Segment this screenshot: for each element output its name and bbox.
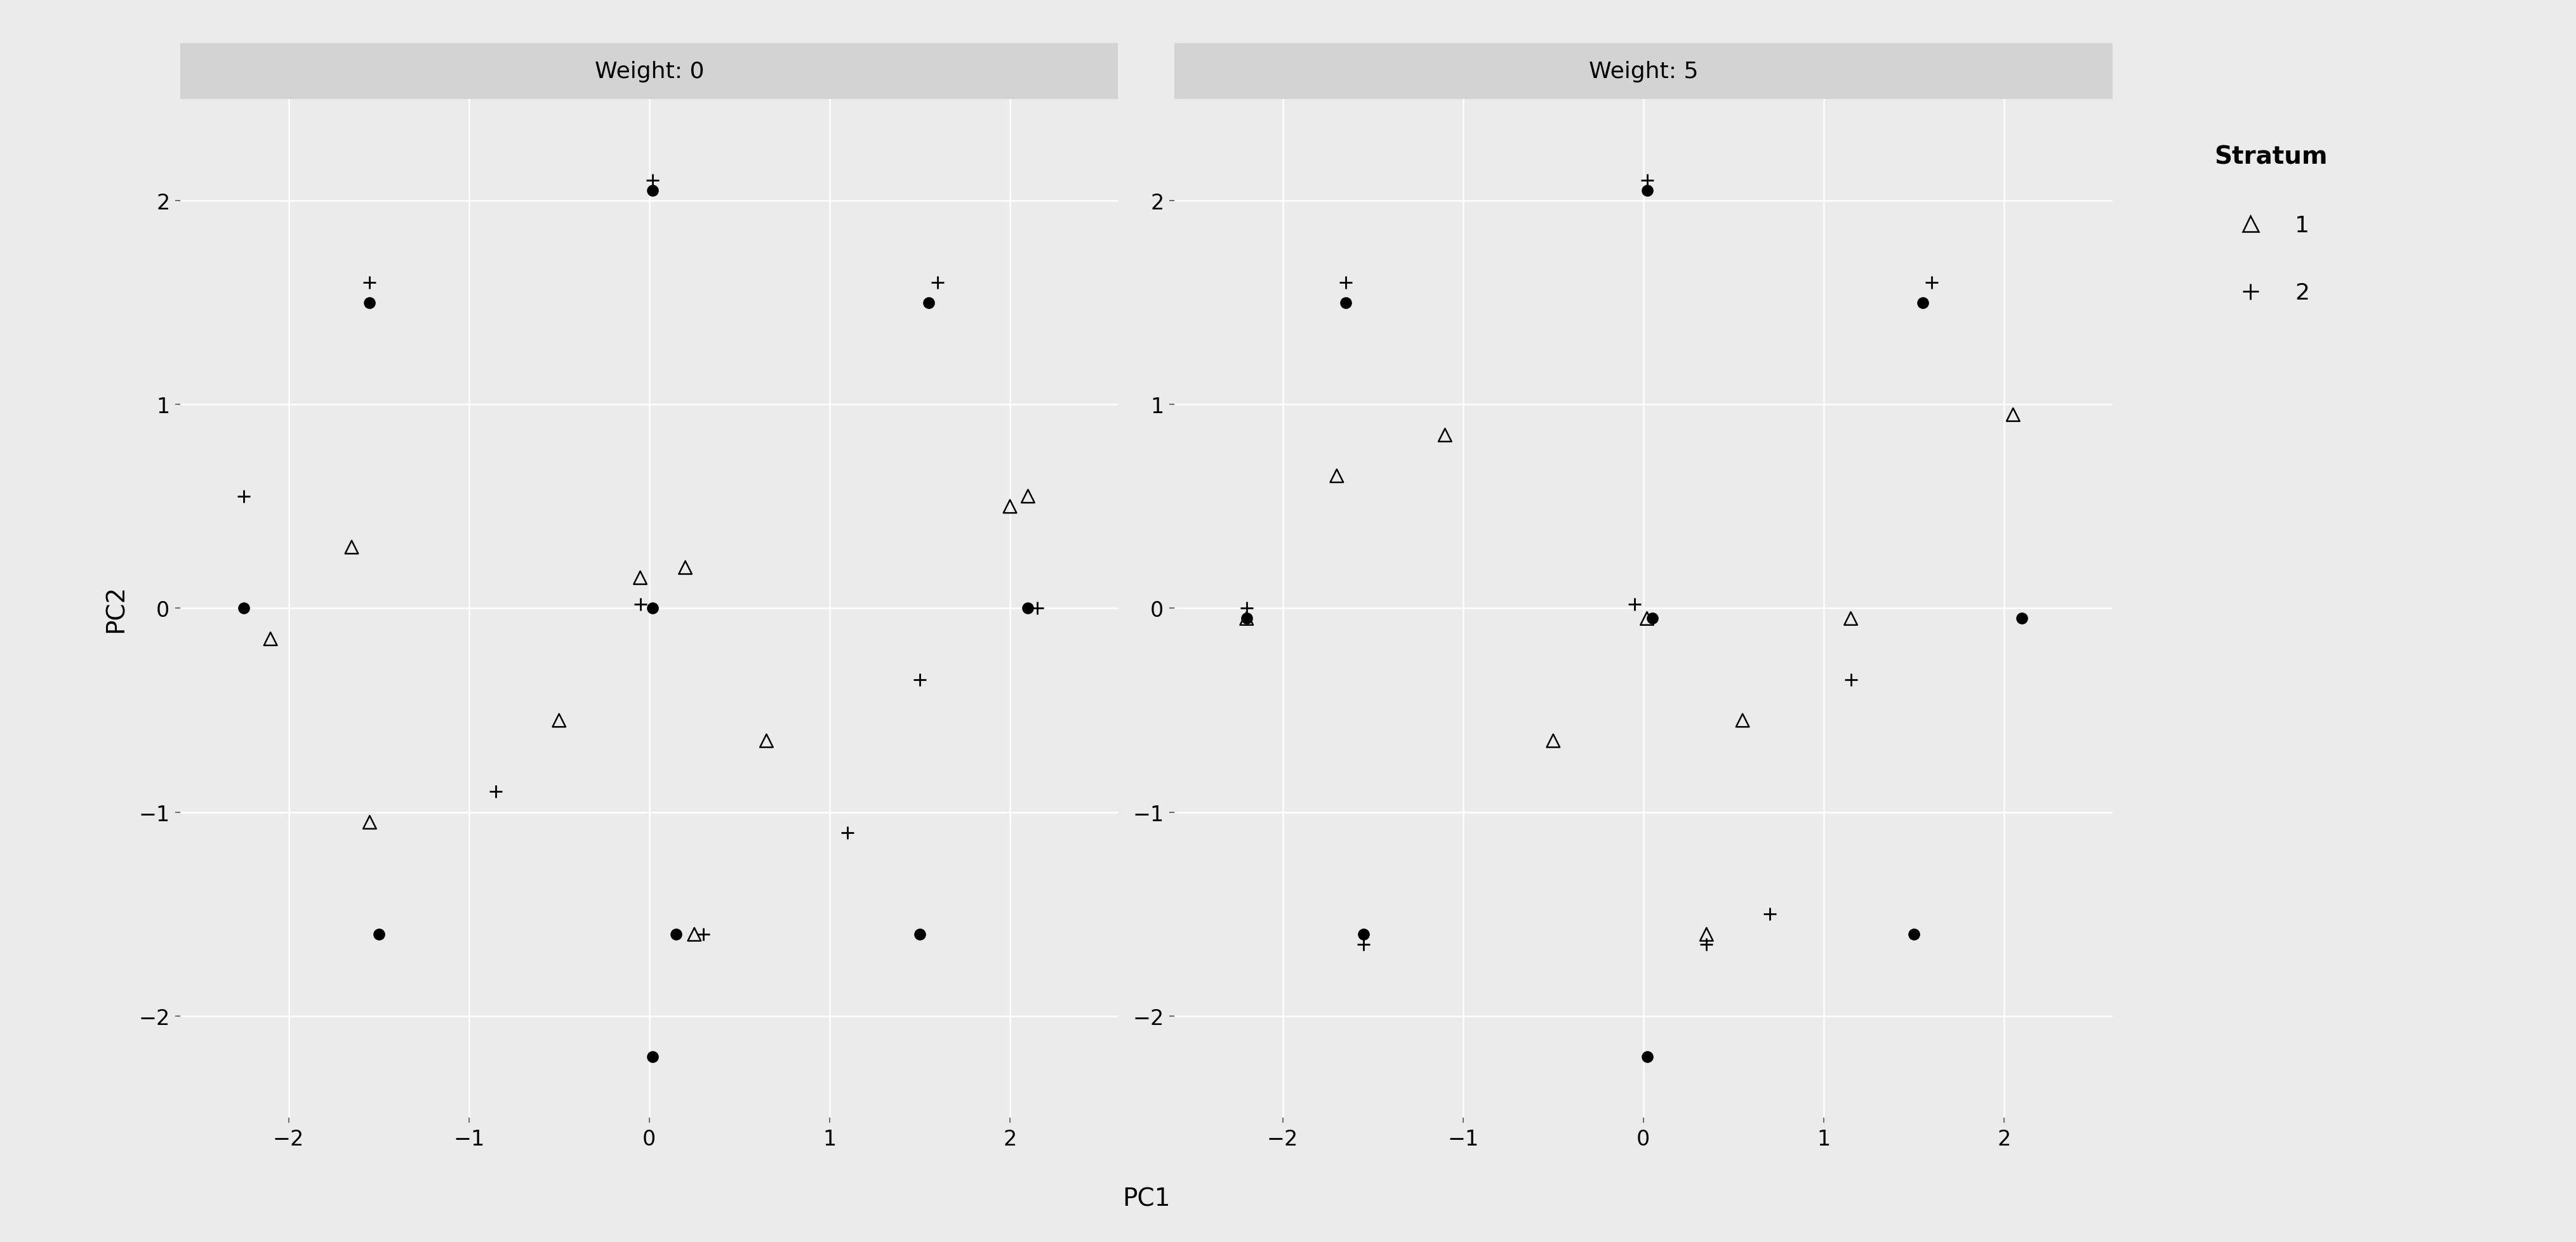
Point: [1226, 599, 1267, 619]
Point: [631, 171, 672, 191]
Point: [1226, 609, 1267, 628]
Point: [631, 181, 672, 201]
Point: [1007, 599, 1048, 619]
Text: Weight: 5: Weight: 5: [1589, 61, 1698, 82]
Point: [1324, 273, 1365, 293]
Text: Weight: 0: Weight: 0: [595, 61, 703, 82]
Point: [2002, 609, 2043, 628]
Point: [989, 497, 1030, 517]
Point: [675, 924, 716, 944]
Point: [1625, 1047, 1667, 1067]
Point: [538, 710, 580, 730]
Point: [1991, 405, 2032, 425]
Text: PC1: PC1: [1123, 1186, 1170, 1211]
Point: [1342, 935, 1383, 955]
Point: [1625, 609, 1667, 628]
Point: [358, 924, 399, 944]
Point: [1613, 595, 1654, 615]
Point: [909, 293, 951, 313]
Point: [1901, 293, 1942, 313]
Point: [350, 273, 392, 293]
Point: [683, 924, 724, 944]
Point: [1685, 935, 1726, 955]
Legend: 1, 2: 1, 2: [2179, 111, 2362, 338]
Point: [250, 630, 291, 650]
Point: [1749, 904, 1790, 924]
Point: [1625, 171, 1667, 191]
Point: [1533, 732, 1574, 751]
Point: [1324, 293, 1365, 313]
Point: [1316, 466, 1358, 486]
Point: [899, 669, 940, 689]
Point: [747, 732, 788, 751]
Point: [1625, 181, 1667, 201]
Point: [899, 924, 940, 944]
Point: [1342, 924, 1383, 944]
Point: [224, 487, 265, 507]
Point: [1911, 273, 1953, 293]
Point: [332, 538, 374, 558]
Point: [1018, 599, 1059, 619]
Point: [621, 595, 662, 615]
Point: [350, 293, 392, 313]
Point: [477, 782, 518, 802]
Point: [1685, 924, 1726, 944]
Point: [350, 812, 392, 832]
Point: [621, 568, 662, 587]
Y-axis label: PC2: PC2: [103, 585, 129, 632]
Point: [1829, 669, 1870, 689]
Point: [665, 558, 706, 578]
Point: [1829, 609, 1870, 628]
Point: [1007, 487, 1048, 507]
Point: [631, 599, 672, 619]
Point: [1226, 609, 1267, 628]
Point: [1893, 924, 1935, 944]
Point: [1721, 710, 1762, 730]
Point: [827, 822, 868, 842]
Point: [631, 1047, 672, 1067]
Point: [224, 599, 265, 619]
Point: [657, 924, 698, 944]
Point: [917, 273, 958, 293]
Point: [1425, 426, 1466, 446]
Point: [1631, 609, 1672, 628]
